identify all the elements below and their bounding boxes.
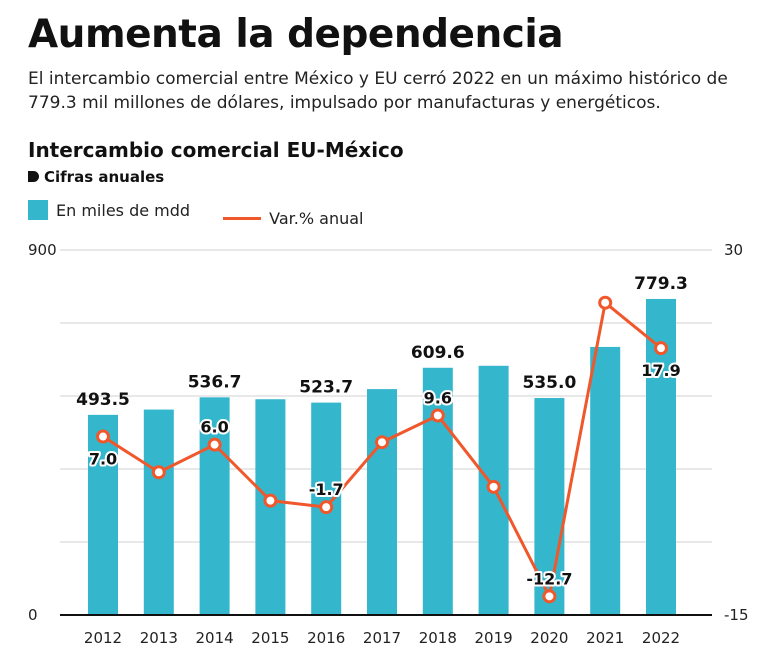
- legend-label-bars: En miles de mdd: [56, 200, 191, 220]
- legend-swatch-line: [223, 217, 262, 220]
- bar-value-label: 493.5: [76, 390, 130, 410]
- y-right-tick-label: 30: [724, 241, 743, 259]
- headline: Aumenta la dependencia: [28, 12, 564, 57]
- x-tick-label: 2022: [642, 629, 680, 647]
- y-left-tick-label: 900: [28, 241, 57, 259]
- line-point: [430, 408, 445, 423]
- line-point: [542, 589, 557, 604]
- x-tick-label: 2018: [419, 629, 457, 647]
- bar-value-label: 536.7: [188, 372, 242, 392]
- line-point: [151, 465, 166, 480]
- line-point: [96, 429, 110, 444]
- line-point: [263, 493, 278, 508]
- chart-subtitle: Cifras anuales: [28, 168, 164, 186]
- bar: [590, 346, 621, 615]
- y-left-tick-label: 0: [28, 606, 38, 624]
- x-tick-label: 2016: [307, 629, 345, 647]
- subtitle: El intercambio comercial entre México y …: [28, 69, 728, 113]
- line-point: [486, 479, 501, 494]
- chart-title: Intercambio comercial EU-México: [28, 138, 404, 162]
- line-value-label: -12.7: [526, 569, 572, 588]
- line-point: [207, 437, 222, 452]
- line-point: [375, 435, 389, 450]
- line-point: [654, 341, 668, 356]
- bar-value-label: 535.0: [523, 373, 577, 393]
- chart-subtitle-text: Cifras anuales: [44, 168, 165, 186]
- legend-label-line: Var.% anual: [269, 209, 364, 228]
- bar-value-label: 523.7: [299, 378, 353, 398]
- legend: En miles de mdd Var.% anual: [28, 200, 391, 228]
- bullet-icon: [28, 171, 39, 182]
- legend-item-line: Var.% anual: [223, 209, 363, 228]
- bar-value-label: 779.3: [634, 274, 688, 294]
- bar: [367, 389, 397, 615]
- bar-value-label: 609.6: [411, 343, 465, 363]
- bar: [143, 409, 174, 615]
- line-value-label: -1.7: [309, 480, 344, 499]
- x-tick-label: 2019: [475, 629, 513, 647]
- x-tick-label: 2012: [84, 629, 122, 647]
- line-value-label: 6.0: [200, 418, 228, 437]
- line-point: [319, 500, 334, 515]
- x-tick-label: 2013: [140, 629, 178, 647]
- legend-item-bars: En miles de mdd: [28, 200, 190, 220]
- line-point: [598, 295, 613, 310]
- x-tick-label: 2014: [196, 629, 234, 647]
- x-tick-label: 2015: [251, 629, 289, 647]
- line-value-label: 17.9: [641, 361, 680, 380]
- legend-swatch-bars: [28, 200, 48, 220]
- x-tick-label: 2017: [363, 629, 401, 647]
- x-tick-label: 2020: [530, 629, 568, 647]
- x-tick-label: 2021: [586, 629, 624, 647]
- line-value-label: 9.6: [424, 388, 452, 407]
- y-right-tick-label: -15: [724, 606, 749, 624]
- bar: [199, 397, 230, 615]
- line-value-label: 7.0: [89, 450, 117, 469]
- bar: [88, 414, 118, 615]
